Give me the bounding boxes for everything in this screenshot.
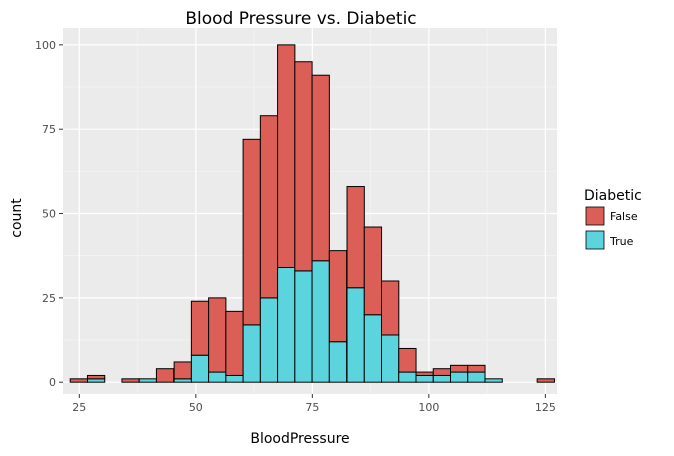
bar-false bbox=[155, 368, 175, 383]
bar-false bbox=[432, 368, 452, 376]
bar-false bbox=[190, 300, 210, 356]
bar-false bbox=[467, 364, 486, 373]
bar-false bbox=[294, 61, 313, 272]
x-tick-label: 50 bbox=[189, 401, 203, 414]
bar-false bbox=[328, 250, 348, 343]
bar-false bbox=[449, 364, 469, 373]
legend-label-false: False bbox=[610, 210, 638, 223]
x-tick-label: 125 bbox=[535, 401, 556, 414]
y-tick-label: 100 bbox=[35, 39, 56, 52]
bar-true bbox=[173, 378, 192, 383]
y-axis-label: count bbox=[9, 198, 25, 238]
y-tick-label: 0 bbox=[49, 376, 56, 389]
y-tick-label: 75 bbox=[42, 123, 56, 136]
bar-true bbox=[208, 371, 227, 383]
x-tick-label: 100 bbox=[418, 401, 439, 414]
bar-true bbox=[415, 374, 434, 383]
bar-false bbox=[225, 310, 244, 376]
bar-false bbox=[259, 115, 279, 299]
bar-false bbox=[363, 226, 383, 316]
bar-true bbox=[328, 341, 348, 383]
bar-false bbox=[536, 378, 555, 383]
bar-true bbox=[225, 374, 244, 383]
bar-true bbox=[381, 334, 400, 383]
legend-label-true: True bbox=[609, 235, 634, 248]
bar-true bbox=[467, 371, 486, 383]
bar-true bbox=[363, 314, 383, 383]
bar-false bbox=[69, 378, 88, 383]
bar-false bbox=[86, 374, 106, 380]
y-tick-label: 50 bbox=[42, 208, 56, 221]
x-tick-label: 25 bbox=[72, 401, 86, 414]
bars bbox=[69, 44, 555, 383]
bar-true bbox=[277, 267, 296, 383]
bar-true bbox=[242, 324, 261, 383]
bar-true bbox=[259, 297, 279, 383]
bar-false bbox=[346, 186, 365, 289]
bar-false bbox=[242, 138, 261, 326]
bar-true bbox=[346, 287, 365, 383]
bar-true bbox=[190, 354, 210, 383]
legend-swatch-false bbox=[585, 206, 605, 226]
bar-true bbox=[484, 378, 503, 383]
legend: Diabetic False True bbox=[584, 188, 642, 250]
bar-true bbox=[294, 270, 313, 383]
bar-false bbox=[173, 361, 192, 380]
legend-title: Diabetic bbox=[584, 188, 642, 204]
bar-false bbox=[398, 347, 417, 373]
x-axis-label: BloodPressure bbox=[250, 431, 349, 447]
legend-swatch-true bbox=[585, 230, 605, 250]
bar-false bbox=[121, 378, 140, 383]
bar-true bbox=[138, 378, 157, 383]
bar-true bbox=[398, 371, 417, 383]
bar-true bbox=[449, 371, 469, 383]
bar-true bbox=[432, 374, 452, 383]
bar-false bbox=[311, 74, 330, 262]
bar-true bbox=[311, 260, 330, 383]
chart-title: Blood Pressure vs. Diabetic bbox=[185, 9, 416, 29]
bar-true bbox=[86, 378, 106, 383]
y-tick-label: 25 bbox=[42, 292, 56, 305]
bar-false bbox=[277, 44, 296, 269]
bar-false bbox=[381, 280, 400, 336]
bar-false bbox=[415, 371, 434, 376]
y-axis: 0 25 50 75 100 bbox=[35, 39, 63, 389]
x-axis: 25 50 75 100 125 bbox=[72, 394, 556, 414]
bar-false bbox=[208, 297, 227, 373]
x-tick-label: 75 bbox=[305, 401, 319, 414]
